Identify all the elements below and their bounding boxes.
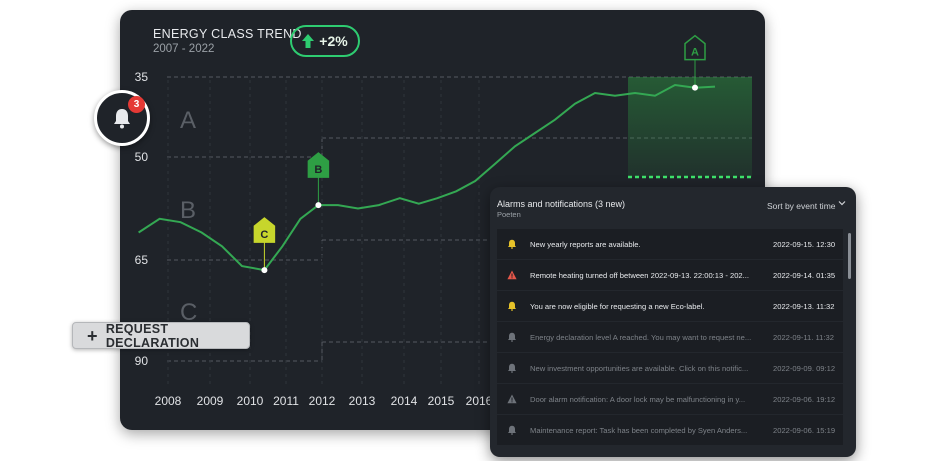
notification-row[interactable]: Maintenance report: Task has been comple… — [497, 415, 843, 445]
notification-message: Remote heating turned off between 2022-0… — [530, 270, 749, 280]
x-tick-label: 2015 — [428, 394, 455, 408]
chevron-down-icon[interactable] — [838, 199, 846, 207]
bell-icon — [508, 239, 516, 249]
target-zone-fill — [628, 77, 752, 177]
notification-time: 2022-09-06. 15:19 — [773, 425, 836, 435]
trend-badge: +2% — [290, 25, 360, 57]
notification-message: You are now eligible for requesting a ne… — [530, 301, 705, 311]
notification-time: 2022-09-13. 11:32 — [773, 301, 835, 311]
marker-point — [692, 84, 698, 91]
notification-message: Maintenance report: Task has been comple… — [530, 425, 748, 435]
x-tick-label: 2013 — [349, 394, 376, 408]
y-tick-label: 35 — [135, 70, 149, 84]
y-tick-label: 50 — [135, 150, 149, 164]
target-zone — [628, 77, 752, 179]
band-label-b: B — [180, 197, 196, 224]
sort-dropdown[interactable]: Sort by event time — [767, 201, 836, 211]
class-b-marker-label: B — [314, 164, 322, 176]
notification-time: 2022-09-14. 01:35 — [773, 270, 836, 280]
request-declaration-button[interactable]: + REQUEST DECLARATION — [72, 321, 250, 350]
notification-time: 2022-09-15. 12:30 — [773, 239, 836, 249]
panel-subtitle: Poeten — [497, 210, 521, 219]
x-tick-label: 2009 — [197, 394, 224, 408]
class-a-marker — [684, 34, 706, 61]
bell-icon — [508, 332, 516, 342]
band-labels: A B C — [180, 107, 197, 326]
notification-count-badge: 3 — [128, 96, 145, 113]
class-a-marker-label: A — [691, 47, 699, 59]
y-tick-label: 65 — [135, 253, 149, 267]
trend-line — [138, 83, 716, 272]
marker-point — [315, 202, 322, 209]
x-tick-label: 2008 — [155, 394, 182, 408]
class-c-marker — [253, 217, 276, 243]
notification-time: 2022-09-11. 11:32 — [773, 332, 834, 342]
notification-row[interactable]: New investment opportunities are availab… — [497, 353, 843, 383]
warning-icon — [507, 394, 517, 404]
bell-icon — [114, 109, 130, 129]
notification-row[interactable]: Door alarm notification: A door lock may… — [497, 384, 843, 414]
x-tick-label: 2012 — [309, 394, 336, 408]
notification-row[interactable]: New yearly reports are available. 2022-09… — [497, 229, 843, 259]
notification-row[interactable]: Energy declaration level A reached. You … — [497, 322, 843, 352]
marker-point — [261, 267, 268, 274]
x-tick-label: 2011 — [273, 394, 299, 408]
bell-icon — [508, 425, 516, 435]
panel-title: Alarms and notifications (3 new) — [497, 199, 626, 209]
scrollbar[interactable] — [848, 233, 851, 279]
class-markers: C B A — [253, 34, 706, 274]
alarms-panel: Alarms and notifications (3 new) Poeten … — [490, 187, 856, 457]
notification-message: New investment opportunities are availab… — [530, 363, 749, 373]
x-tick-label: 2010 — [237, 394, 264, 408]
band-label-c: C — [180, 299, 197, 326]
notification-message: New yearly reports are available. — [530, 239, 641, 249]
notification-time: 2022-09-06. 19:12 — [773, 394, 836, 404]
notification-row[interactable]: Remote heating turned off between 2022-0… — [497, 260, 843, 290]
notification-message: Energy declaration level A reached. You … — [530, 332, 752, 342]
class-b-marker — [307, 152, 330, 178]
plus-icon: + — [87, 325, 98, 346]
bell-icon — [508, 363, 516, 373]
arrow-up-icon — [302, 34, 315, 48]
y-axis: 35 50 65 90 — [135, 70, 149, 368]
notification-row[interactable]: You are now eligible for requesting a ne… — [497, 291, 843, 321]
class-c-marker-label: C — [260, 229, 268, 241]
notification-time: 2022-09-09. 09:12 — [773, 363, 836, 373]
x-tick-label: 2014 — [391, 394, 418, 408]
y-tick-label: 90 — [135, 354, 149, 368]
request-declaration-label: REQUEST DECLARATION — [105, 321, 200, 350]
notification-list: New yearly reports are available. 2022-09… — [497, 229, 843, 446]
x-axis: 2008 2009 2010 2011 2012 2013 2014 2015 2016 — [155, 394, 493, 408]
notification-message: Door alarm notification: A door lock may… — [530, 394, 746, 404]
bell-icon — [508, 301, 516, 311]
chart-subtitle: 2007 - 2022 — [153, 43, 215, 55]
trend-value: +2% — [319, 33, 348, 49]
chart-title: ENERGY CLASS TREND — [153, 27, 302, 41]
warning-icon — [507, 270, 517, 280]
band-label-a: A — [180, 107, 196, 134]
x-tick-label: 2016 — [466, 394, 493, 408]
